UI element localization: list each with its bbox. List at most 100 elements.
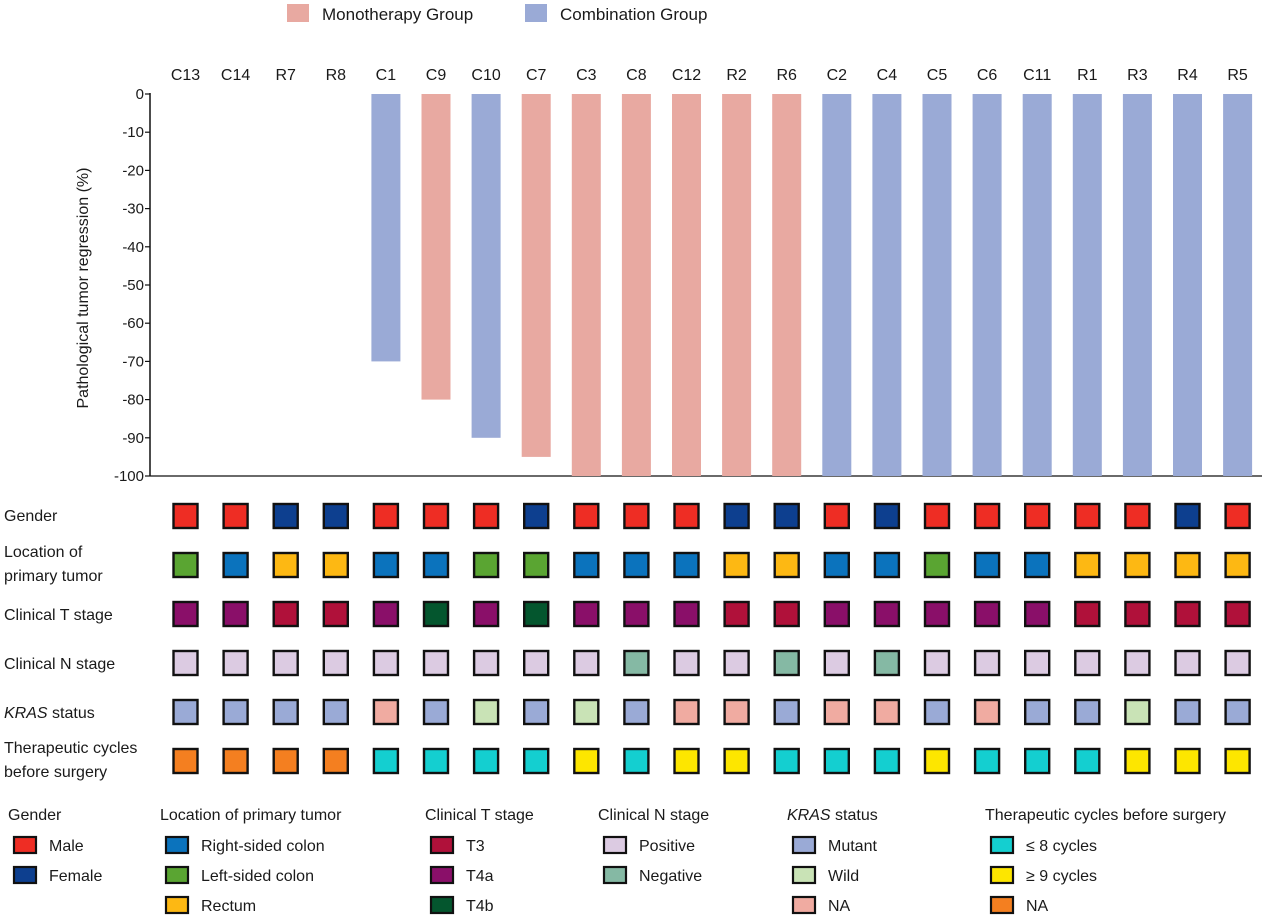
track-cell — [1023, 502, 1051, 530]
track-cell — [222, 649, 249, 677]
track-cell — [472, 502, 500, 530]
track-label: Therapeutic cycles — [4, 740, 137, 757]
track-cell — [673, 747, 700, 775]
category-label: R5 — [1227, 67, 1248, 84]
track-cell — [623, 502, 650, 530]
bar — [1122, 94, 1152, 476]
track-cell — [1174, 600, 1201, 628]
track-cell — [172, 649, 199, 677]
track-cell — [573, 600, 600, 628]
category-label: C10 — [471, 67, 500, 84]
track-cell — [1124, 502, 1151, 530]
track-cell — [523, 600, 550, 628]
track-cell — [623, 649, 650, 677]
bottom-legend-swatch — [602, 865, 628, 885]
bar — [521, 94, 551, 457]
y-tick-label: -70 — [122, 353, 144, 370]
bottom-legend-swatch — [164, 865, 190, 885]
track-cell — [823, 502, 850, 530]
bottom-legend-label: T4a — [466, 868, 494, 885]
track-cell — [723, 649, 750, 677]
category-label: R6 — [776, 67, 797, 84]
track-cell — [523, 649, 550, 677]
track-cell — [723, 747, 750, 775]
track-cell — [673, 502, 700, 530]
track-cell — [523, 747, 550, 775]
track-cell — [1124, 600, 1151, 628]
category-label: C3 — [576, 67, 597, 84]
track-cell — [723, 600, 750, 628]
track-cell — [1074, 649, 1101, 677]
bar — [471, 94, 501, 438]
track-cell — [1074, 698, 1101, 726]
y-tick-label: -30 — [122, 201, 144, 218]
track-cell — [623, 747, 650, 775]
bar — [621, 94, 651, 476]
bar — [972, 94, 1002, 476]
track-cell — [1023, 600, 1051, 628]
track-cell — [973, 600, 1001, 628]
track-cell — [973, 502, 1001, 530]
track-cell — [823, 551, 850, 579]
category-label: C4 — [877, 67, 898, 84]
track-cell — [272, 502, 299, 530]
track-cell — [623, 698, 650, 726]
bottom-legend-swatch — [429, 835, 455, 855]
bottom-legend-label: Positive — [639, 838, 695, 855]
category-label: R1 — [1077, 67, 1098, 84]
track-cell — [322, 551, 349, 579]
y-axis-label: Pathological tumor regression (%) — [75, 168, 92, 409]
track-cell — [773, 551, 800, 579]
track-cell — [422, 502, 450, 530]
track-cell — [222, 551, 249, 579]
track-cell — [973, 698, 1001, 726]
track-cell — [172, 698, 199, 726]
bottom-legend-swatch — [12, 865, 38, 885]
track-cell — [773, 747, 800, 775]
category-label: C7 — [526, 67, 547, 84]
track-cell — [1023, 551, 1051, 579]
track-cell — [1023, 698, 1051, 726]
track-label: Location of — [4, 544, 83, 561]
y-tick-label: -100 — [114, 468, 144, 485]
track-cell — [1174, 551, 1201, 579]
track-cell — [422, 600, 450, 628]
track-cell — [873, 649, 901, 677]
track-cell — [422, 747, 450, 775]
track-cell — [1124, 551, 1151, 579]
bottom-legend-label: NA — [828, 898, 851, 915]
track-cell — [272, 747, 299, 775]
track-cell — [573, 551, 600, 579]
track-cell — [1174, 649, 1201, 677]
bottom-legend-label: Male — [49, 838, 84, 855]
category-label: C6 — [977, 67, 998, 84]
track-cell — [1224, 600, 1251, 628]
bottom-legend-label: ≤ 8 cycles — [1026, 838, 1097, 855]
track-cell — [1074, 502, 1101, 530]
category-label: R7 — [275, 67, 296, 84]
category-label: R2 — [726, 67, 747, 84]
track-cell — [623, 551, 650, 579]
category-label: R4 — [1177, 67, 1198, 84]
y-tick-label: -80 — [122, 392, 144, 409]
track-cell — [1174, 747, 1201, 775]
track-cell — [673, 551, 700, 579]
track-cell — [372, 551, 400, 579]
track-cell — [272, 551, 299, 579]
bottom-legend-label: Right-sided colon — [201, 838, 325, 855]
bottom-legend-label: T4b — [466, 898, 494, 915]
bar — [1173, 94, 1202, 476]
track-cell — [773, 600, 800, 628]
bottom-legend-swatch — [989, 865, 1015, 885]
y-tick-label: -40 — [122, 239, 144, 256]
track-cell — [873, 502, 901, 530]
track-cell — [172, 551, 199, 579]
track-cell — [773, 649, 800, 677]
category-label: C1 — [376, 67, 397, 84]
category-label: C13 — [171, 67, 200, 84]
track-cell — [372, 698, 400, 726]
track-label: KRAS status — [4, 705, 95, 722]
bar — [872, 94, 902, 476]
track-cell — [973, 551, 1001, 579]
